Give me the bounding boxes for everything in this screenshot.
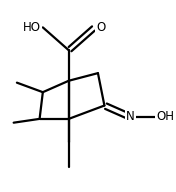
Text: O: O	[96, 21, 106, 34]
Text: HO: HO	[23, 21, 41, 34]
Text: OH: OH	[156, 110, 174, 123]
Text: N: N	[126, 110, 135, 123]
